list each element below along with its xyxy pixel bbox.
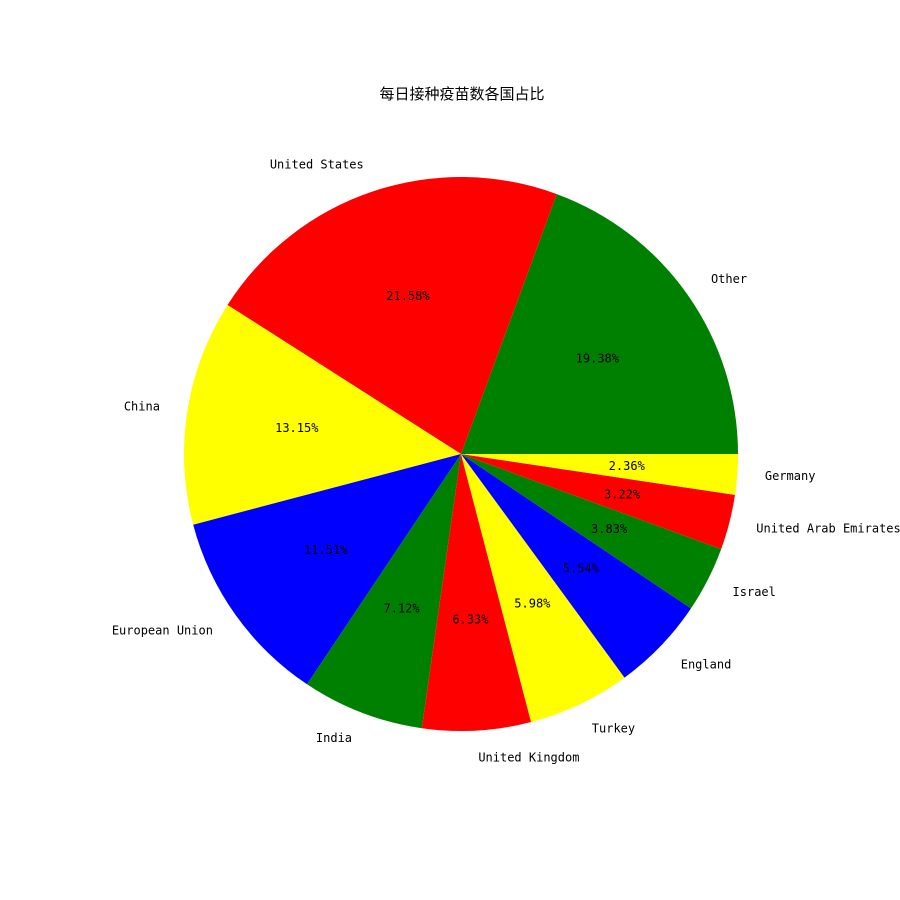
- slice-label-india: India: [316, 731, 352, 745]
- pie-slice-england: [461, 454, 691, 678]
- pie-slice-india: [307, 454, 461, 729]
- slice-label-european-union: European Union: [112, 624, 213, 638]
- pie-slice-united-states: [227, 176, 557, 454]
- pie-slice-other: [461, 194, 738, 454]
- slice-label-england: England: [681, 658, 732, 672]
- slice-percent-other: 19.38%: [576, 351, 620, 365]
- slice-label-israel: Israel: [733, 585, 776, 599]
- slice-percent-israel: 3.83%: [591, 522, 628, 536]
- slice-label-germany: Germany: [765, 469, 816, 483]
- slice-label-china: China: [124, 400, 160, 414]
- slice-percent-england: 5.54%: [563, 562, 600, 576]
- slice-percent-united-arab-emirates: 3.22%: [604, 488, 641, 502]
- slice-percent-india: 7.12%: [384, 602, 421, 616]
- pie-slice-china: [183, 304, 462, 525]
- slice-label-united-kingdom: United Kingdom: [478, 751, 579, 765]
- slice-percent-turkey: 5.98%: [514, 597, 551, 611]
- slice-label-united-states: United States: [270, 158, 364, 172]
- slice-label-turkey: Turkey: [592, 722, 635, 736]
- slice-percent-germany: 2.36%: [609, 459, 646, 473]
- slice-label-united-arab-emirates: United Arab Emirates: [756, 522, 900, 536]
- slice-percent-united-states: 21.58%: [386, 289, 430, 303]
- pie-slice-germany: [461, 454, 738, 495]
- slice-percent-china: 13.15%: [275, 421, 319, 435]
- pie-slice-united-kingdom: [421, 454, 532, 731]
- pie-slice-european-union: [193, 454, 461, 685]
- slice-percent-european-union: 11.51%: [304, 543, 348, 557]
- labels-layer: Other 19.38% United States 21.58% China 13.15…: [112, 158, 900, 765]
- chart-title: 每日接种疫苗数各国占比: [379, 85, 544, 103]
- slices-layer: [183, 176, 738, 731]
- slice-label-other: Other: [711, 272, 747, 286]
- slice-percent-united-kingdom: 6.33%: [452, 612, 489, 626]
- pie-slice-turkey: [461, 454, 625, 722]
- pie-slice-united-arab-emirates: [461, 454, 735, 550]
- pie-slice-israel: [461, 454, 722, 609]
